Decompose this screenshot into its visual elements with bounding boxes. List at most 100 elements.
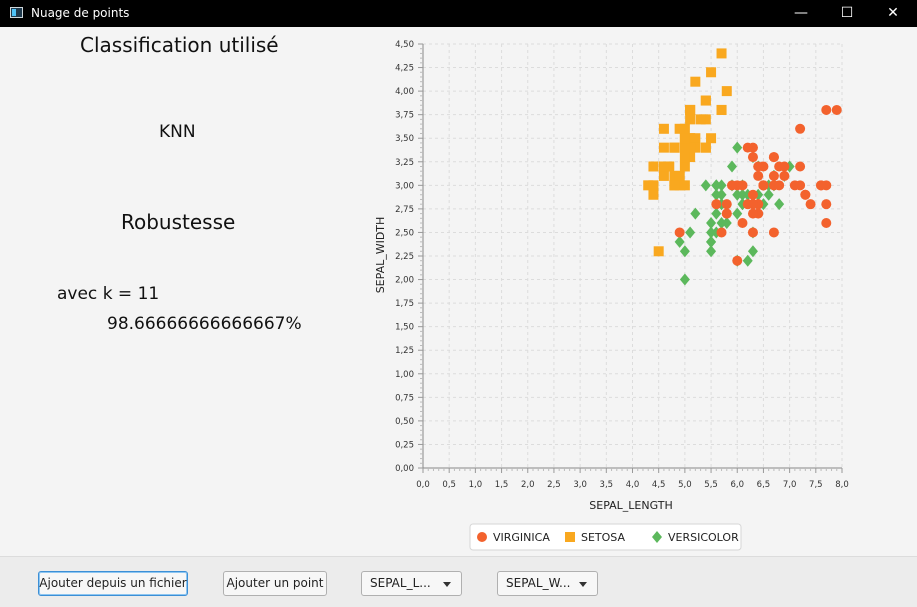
add-point-button[interactable]: Ajouter un point — [223, 571, 327, 596]
setosa-point — [685, 142, 696, 153]
y-axis-select-value: SEPAL_W... — [506, 576, 571, 590]
versicolor-point — [706, 245, 717, 258]
versicolor-point — [706, 226, 717, 239]
setosa-point — [658, 142, 669, 153]
versicolor-point — [732, 141, 743, 154]
setosa-point — [679, 123, 690, 134]
x-tick-label: 6,5 — [757, 480, 771, 490]
setosa-point — [658, 161, 669, 172]
x-tick-label: 1,0 — [469, 480, 483, 490]
versicolor-legend-marker — [652, 531, 662, 543]
app-icon — [10, 7, 23, 18]
x-tick-label: 5,0 — [678, 480, 692, 490]
add-from-file-button[interactable]: Ajouter depuis un fichier — [38, 571, 188, 596]
versicolor-point — [679, 245, 690, 258]
algorithm-label: KNN — [159, 122, 196, 142]
versicolor-point — [716, 217, 727, 230]
setosa-point — [674, 170, 685, 181]
x-tick-label: 3,5 — [600, 480, 614, 490]
x-axis-ticks: 0,0 0,5 1,0 1,5 2,0 2,5 3,0 3,5 4,0 4,5 5,0 5,5 6,0 6… — [416, 468, 849, 490]
setosa-point — [669, 180, 680, 191]
robustness-value: 98.66666666666667% — [107, 314, 302, 334]
x-tick-label: 3,0 — [573, 480, 587, 490]
virginica-point — [821, 218, 832, 229]
setosa-point — [679, 180, 690, 191]
setosa-point — [700, 114, 711, 125]
virginica-point — [795, 161, 806, 172]
y-tick-label: 2,50 — [395, 228, 414, 238]
virginica-point — [800, 189, 811, 200]
close-icon[interactable]: ✕ — [887, 5, 899, 21]
x-tick-label: 0,0 — [416, 480, 430, 490]
setosa-point — [700, 95, 711, 106]
setosa-point — [685, 152, 696, 163]
y-tick-label: 4,00 — [395, 87, 414, 97]
x-axis-select[interactable]: SEPAL_L... — [361, 571, 462, 596]
setosa-point — [648, 180, 659, 191]
y-tick-label: 4,25 — [395, 64, 414, 74]
versicolor-point — [711, 188, 722, 201]
y-tick-label: 0,00 — [395, 464, 414, 474]
y-tick-label: 3,00 — [395, 181, 414, 191]
setosa-point — [674, 123, 685, 134]
y-axis-ticks: 0,00 0,25 0,50 0,75 1,00 1,25 1,50 1,75 2,00 2,25… — [395, 40, 423, 474]
setosa-point — [653, 246, 664, 257]
versicolor-point — [690, 207, 701, 220]
x-tick-label: 0,5 — [442, 480, 456, 490]
versicolor-point — [737, 188, 748, 201]
setosa-point — [695, 114, 706, 125]
virginica-point — [732, 255, 743, 266]
virginica-point — [753, 170, 764, 181]
chevron-down-icon — [443, 582, 451, 587]
y-axis-select[interactable]: SEPAL_W... — [497, 571, 598, 596]
virginica-point — [711, 199, 722, 210]
k-value-label: avec k = 11 — [57, 284, 160, 304]
setosa-point — [648, 189, 659, 200]
versicolor-point — [742, 254, 753, 267]
virginica-point — [768, 227, 779, 238]
virginica-point — [737, 218, 748, 229]
setosa-point — [700, 142, 711, 153]
setosa-point — [669, 142, 680, 153]
y-axis-label: SEPAL_WIDTH — [374, 217, 387, 294]
y-tick-label: 1,50 — [395, 323, 414, 333]
virginica-point — [674, 227, 685, 238]
versicolor-point — [763, 188, 774, 201]
y-tick-label: 0,50 — [395, 417, 414, 427]
virginica-point — [805, 199, 816, 210]
y-tick-label: 3,75 — [395, 111, 414, 121]
minimize-icon[interactable]: — — [794, 5, 808, 21]
versicolor-point — [721, 217, 732, 230]
setosa-legend-marker — [565, 532, 575, 542]
virginica-point — [816, 180, 827, 191]
versicolor-point — [706, 217, 717, 230]
window-title: Nuage de points — [31, 6, 130, 20]
y-tick-label: 1,25 — [395, 346, 414, 356]
versicolor-point — [700, 179, 711, 192]
versicolor-point — [711, 179, 722, 192]
x-tick-label: 4,0 — [626, 480, 640, 490]
versicolor-point — [716, 188, 727, 201]
versicolor-point — [706, 235, 717, 248]
legend-label: SETOSA — [581, 531, 625, 544]
virginica-point — [747, 152, 758, 163]
versicolor-point — [727, 160, 738, 173]
virginica-point — [747, 199, 758, 210]
classification-heading: Classification utilisé — [80, 33, 279, 57]
versicolor-point — [732, 188, 743, 201]
setosa-point — [690, 142, 701, 153]
versicolor-point — [716, 179, 727, 192]
y-tick-label: 0,75 — [395, 393, 414, 403]
setosa-point — [685, 133, 696, 144]
versicolor-point — [711, 207, 722, 220]
virginica-point — [747, 208, 758, 219]
setosa-point — [685, 104, 696, 115]
virginica-point — [795, 180, 806, 191]
maximize-icon[interactable]: ☐ — [840, 5, 854, 21]
x-tick-label: 7,5 — [809, 480, 823, 490]
versicolor-point — [679, 273, 690, 286]
versicolor-point — [747, 245, 758, 258]
versicolor-point — [685, 226, 696, 239]
virginica-point — [721, 208, 732, 219]
virginica-point — [758, 180, 769, 191]
